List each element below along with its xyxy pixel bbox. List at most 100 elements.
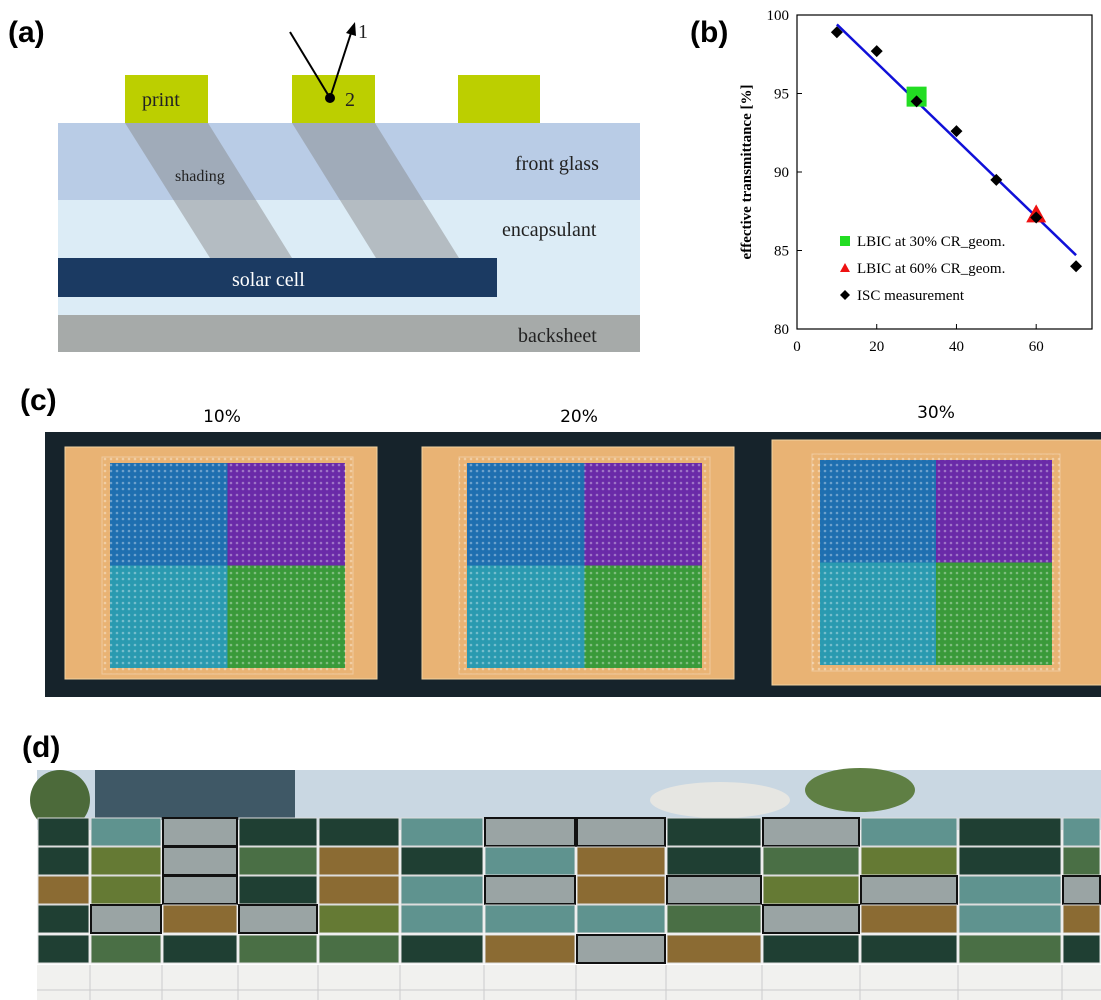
y-axis-label: effective transmittance [%] — [739, 85, 755, 260]
color-tile — [485, 905, 575, 933]
window-tile — [163, 818, 237, 846]
plot-frame — [797, 15, 1092, 329]
color-tile — [91, 935, 161, 963]
marker — [871, 45, 883, 57]
color-tile — [239, 876, 317, 904]
color-tile — [861, 905, 957, 933]
marker — [1070, 260, 1082, 272]
color-tile — [1063, 818, 1100, 846]
x-tick-label: 0 — [793, 339, 801, 355]
label: shading — [175, 168, 225, 185]
y-tick-label: 95 — [774, 87, 789, 103]
color-tile — [401, 876, 483, 904]
window-tile — [763, 818, 859, 846]
legend-label: LBIC at 30% CR_geom. — [857, 234, 1005, 250]
color-tile — [763, 847, 859, 875]
color-tile — [667, 905, 761, 933]
color-tile — [959, 818, 1061, 846]
caption: 30% — [917, 403, 955, 423]
legend-label: LBIC at 60% CR_geom. — [857, 261, 1005, 277]
color-tile — [239, 847, 317, 875]
encapsulant-layer — [58, 200, 640, 315]
color-tile — [763, 876, 859, 904]
caption: 20% — [560, 407, 598, 427]
x-tick-label: 40 — [949, 339, 964, 355]
color-tile — [401, 935, 483, 963]
building — [95, 770, 295, 820]
window-tile — [667, 876, 761, 904]
print-dot — [458, 75, 540, 123]
window-tile — [485, 818, 575, 846]
tree — [805, 768, 915, 812]
caption: 10% — [203, 407, 241, 427]
color-tile — [319, 847, 399, 875]
legend-marker — [840, 236, 850, 246]
color-tile — [91, 818, 161, 846]
color-tile — [163, 905, 237, 933]
color-tile — [319, 935, 399, 963]
color-tile — [1063, 935, 1100, 963]
panel-label: (b) — [690, 16, 728, 49]
color-tile — [485, 847, 575, 875]
color-tile — [91, 847, 161, 875]
label: 2 — [345, 89, 355, 111]
print-pattern — [812, 454, 1060, 671]
print-pattern — [459, 457, 710, 674]
legend-label: ISC measurement — [857, 288, 965, 304]
legend-marker — [840, 290, 850, 300]
window-tile — [163, 876, 237, 904]
window-tile — [577, 818, 665, 846]
color-tile — [319, 818, 399, 846]
color-tile — [1063, 905, 1100, 933]
arrow-head — [346, 22, 356, 36]
panel-label: (c) — [20, 384, 57, 417]
color-tile — [959, 935, 1061, 963]
y-tick-label: 85 — [774, 244, 789, 260]
label: encapsulant — [502, 219, 597, 241]
color-tile — [485, 935, 575, 963]
label: print — [142, 89, 180, 111]
window-tile — [485, 876, 575, 904]
figure: (a) (b) (c) (d) print 1 2 shading front … — [0, 0, 1101, 1000]
y-tick-label: 80 — [774, 322, 789, 338]
color-tile — [401, 847, 483, 875]
color-tile — [1063, 847, 1100, 875]
color-tile — [577, 847, 665, 875]
color-tile — [959, 905, 1061, 933]
color-tile — [319, 905, 399, 933]
window-tile — [763, 905, 859, 933]
print-pattern — [102, 457, 353, 674]
color-tile — [91, 876, 161, 904]
color-tile — [667, 847, 761, 875]
color-tile — [577, 905, 665, 933]
window-tile — [577, 935, 665, 963]
window-tile — [861, 876, 957, 904]
color-tile — [861, 935, 957, 963]
x-tick-label: 60 — [1029, 339, 1044, 355]
color-tile — [401, 818, 483, 846]
color-tile — [861, 847, 957, 875]
color-tile — [959, 847, 1061, 875]
x-tick-label: 20 — [869, 339, 884, 355]
color-tile — [667, 935, 761, 963]
color-tile — [163, 935, 237, 963]
tank — [650, 782, 790, 818]
color-tile — [763, 935, 859, 963]
window-tile — [91, 905, 161, 933]
module-photos — [45, 432, 1101, 697]
color-tile — [38, 818, 89, 846]
label: front glass — [515, 153, 599, 175]
label: solar cell — [232, 269, 305, 291]
y-tick-label: 90 — [774, 165, 789, 181]
color-tile — [319, 876, 399, 904]
facade-photo — [30, 768, 1101, 1000]
label: 1 — [358, 21, 368, 43]
color-tile — [401, 905, 483, 933]
color-tile — [239, 818, 317, 846]
color-tile — [861, 818, 957, 846]
panel-label: (d) — [22, 731, 60, 764]
color-tile — [239, 935, 317, 963]
color-tile — [38, 905, 89, 933]
base — [37, 965, 1101, 1000]
